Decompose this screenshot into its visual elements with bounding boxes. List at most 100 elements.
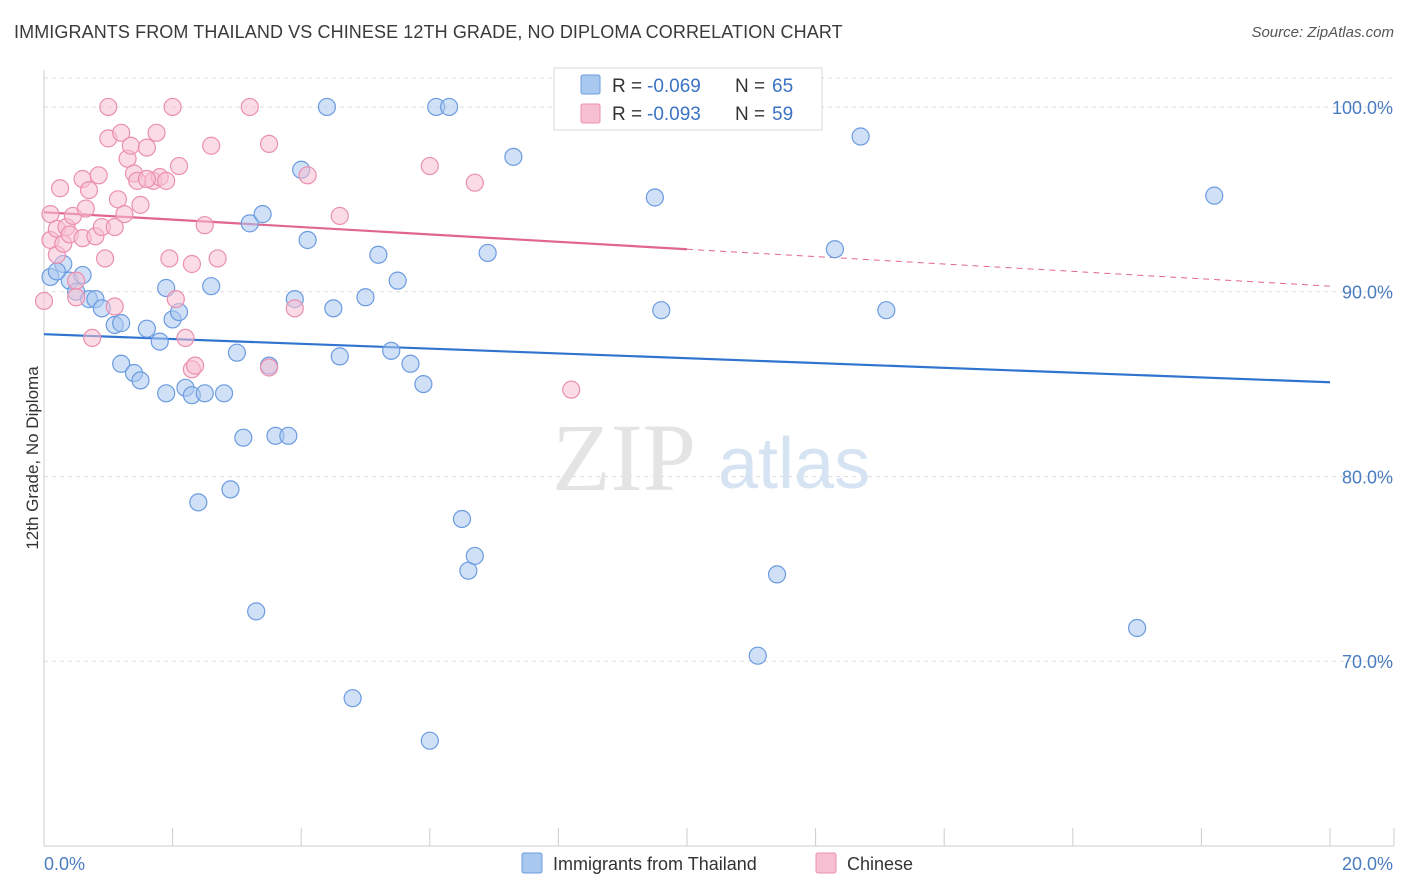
chinese-point	[202, 136, 221, 155]
chinese-point	[89, 166, 108, 185]
chinese-point	[121, 136, 140, 155]
chinese-point	[99, 97, 118, 117]
thailand-point	[330, 347, 349, 366]
thailand-point	[652, 301, 671, 320]
thailand-point	[478, 243, 497, 263]
chinese-point	[50, 179, 70, 198]
thailand-point	[851, 127, 870, 146]
chinese-point	[176, 328, 195, 348]
data-points	[34, 97, 1224, 750]
thailand-point	[247, 602, 266, 621]
x-tick-label: 0.0%	[44, 854, 85, 874]
legend-r-label-chinese: R =	[612, 104, 642, 125]
thailand-point	[189, 493, 208, 512]
x-tick-label: 20.0%	[1342, 854, 1393, 874]
chinese-point	[240, 97, 259, 117]
thailand-point	[150, 332, 169, 351]
y-tick-label: 90.0%	[1342, 283, 1393, 303]
axes	[43, 70, 1395, 847]
thailand-point	[1127, 618, 1147, 638]
chinese-point	[169, 156, 189, 176]
thailand-point	[825, 240, 844, 259]
chinese-point	[147, 123, 166, 142]
thailand-point	[131, 371, 150, 390]
chinese-point	[259, 134, 279, 154]
watermark-atlas: atlas	[718, 424, 870, 504]
chinese-point	[67, 271, 86, 290]
chinese-point	[420, 156, 439, 176]
chinese-point	[95, 249, 115, 268]
chinese-point	[137, 138, 156, 157]
thailand-point	[279, 426, 298, 445]
thailand-trend-line	[43, 333, 1331, 384]
thailand-point	[234, 428, 253, 447]
thailand-point	[221, 480, 240, 499]
thailand-point	[214, 384, 234, 403]
y-axis-label: 12th Grade, No Diploma	[23, 366, 42, 550]
legend-swatch-thailand	[580, 74, 601, 95]
chinese-point	[562, 380, 581, 399]
chinese-point	[112, 123, 131, 142]
legend-swatch-chinese	[580, 103, 601, 124]
series-legend-label-thailand: Immigrants from Thailand	[553, 854, 757, 874]
trend-lines	[43, 211, 1331, 384]
thailand-point	[195, 384, 214, 403]
legend-n-value-chinese: 59	[772, 104, 793, 125]
series-legend-swatch-thailand	[521, 852, 543, 874]
chinese-trend-line-extension	[686, 248, 1331, 287]
y-tick-label: 80.0%	[1342, 467, 1393, 487]
thailand-point	[253, 205, 272, 224]
x-tick-labels: 0.0% 20.0%	[44, 854, 1393, 874]
thailand-point	[112, 354, 131, 373]
thailand-point	[748, 646, 767, 665]
y-tick-label: 100.0%	[1332, 98, 1393, 118]
thailand-point	[452, 509, 472, 529]
thailand-point	[382, 341, 401, 360]
legend-n-value-thailand: 65	[772, 76, 793, 97]
chinese-point	[83, 328, 102, 348]
thailand-point	[1205, 186, 1224, 205]
thailand-point	[240, 214, 259, 233]
thailand-point	[877, 301, 896, 320]
thailand-point	[157, 384, 176, 403]
thailand-point	[767, 565, 787, 584]
chart-title: IMMIGRANTS FROM THAILAND VS CHINESE 12TH…	[14, 22, 843, 42]
chinese-point	[465, 173, 484, 192]
thailand-point	[388, 271, 407, 290]
chinese-point	[105, 297, 124, 316]
y-tick-label: 70.0%	[1342, 652, 1393, 672]
thailand-point	[504, 147, 523, 166]
thailand-point	[298, 230, 317, 250]
chinese-point	[330, 206, 349, 226]
thailand-point	[137, 319, 156, 338]
chinese-point	[166, 290, 185, 309]
chinese-point	[186, 356, 205, 375]
thailand-point	[645, 188, 664, 207]
thailand-point	[47, 262, 66, 281]
chinese-point	[259, 358, 279, 377]
thailand-point	[324, 299, 343, 318]
legend-r-value-chinese: -0.093	[647, 104, 701, 125]
chinese-point	[131, 195, 150, 214]
grid-lines	[44, 77, 1394, 662]
watermark-zip: ZIP	[552, 404, 696, 511]
thailand-point	[112, 314, 131, 333]
series-legend-swatch-chinese	[815, 852, 837, 874]
chinese-point	[163, 97, 182, 117]
thailand-point	[343, 689, 362, 708]
chinese-point	[76, 199, 95, 218]
legend-n-label-chinese: N =	[735, 104, 765, 125]
y-tick-labels: 100.0% 90.0% 80.0% 70.0%	[1332, 98, 1393, 672]
chinese-point	[115, 205, 134, 224]
series-legend: Immigrants from Thailand Chinese	[521, 852, 913, 874]
legend-r-value-thailand: -0.069	[647, 76, 701, 97]
chinese-point	[285, 299, 304, 318]
thailand-point	[227, 343, 246, 362]
chinese-point	[160, 249, 179, 268]
legend-r-label-thailand: R =	[612, 76, 642, 97]
thailand-point	[369, 245, 388, 264]
chinese-point	[298, 166, 317, 185]
chart-source: Source: ZipAtlas.com	[1251, 24, 1394, 41]
chinese-point	[157, 171, 176, 190]
